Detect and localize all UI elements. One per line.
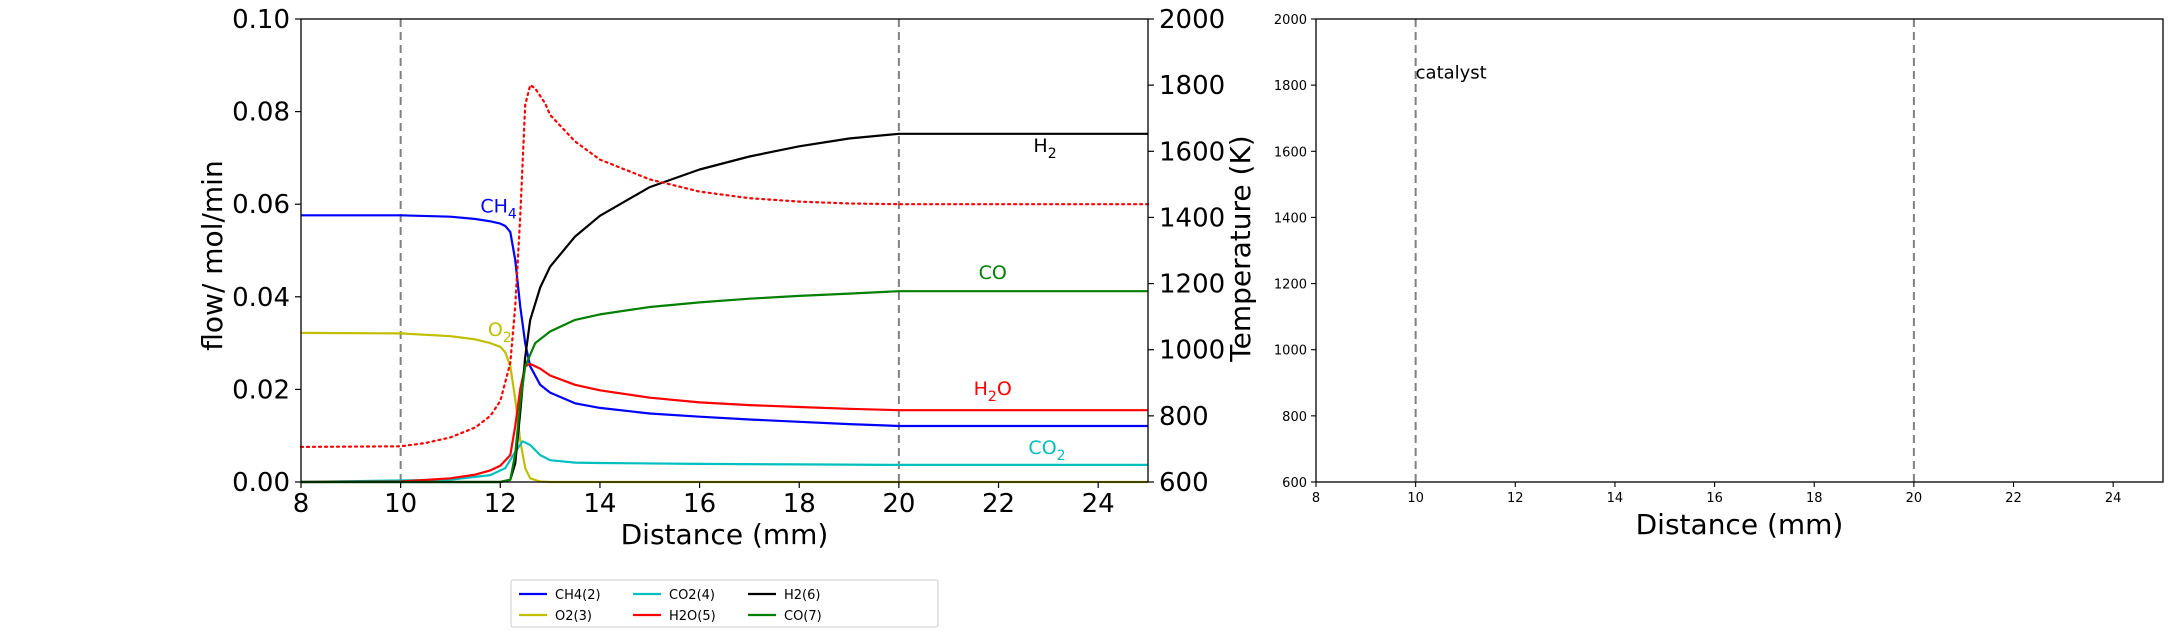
x-tick-label-right: 22	[2005, 491, 2022, 506]
x-tick-label-left: 22	[982, 489, 1015, 519]
legend-label: H2(6)	[784, 588, 820, 603]
x-tick-label-right: 24	[2105, 491, 2122, 506]
annotation-subscript: 2	[988, 389, 997, 405]
x-axis-label-left: Distance (mm)	[621, 518, 829, 551]
species-annotation: H2O	[974, 378, 1012, 405]
temperature-line	[299, 84, 1150, 448]
x-tick-label-left: 12	[484, 489, 517, 519]
annotation-subscript: 4	[508, 207, 517, 223]
x-tick-label-left: 20	[882, 489, 915, 519]
x-tick-label-right: 18	[1806, 491, 1823, 506]
series-line-CO2(4)	[300, 440, 1148, 484]
y-axis-label: flow/ mol/min	[196, 160, 229, 350]
y2-axis-label: Temperature (K)	[1224, 135, 1257, 362]
x-tick-label-left: 18	[783, 489, 816, 519]
annotation-base: O	[488, 319, 503, 341]
y2-tick-label: 1200	[1159, 270, 1225, 300]
x-tick-label-left: 10	[384, 489, 417, 519]
y-tick-label-right: 800	[1282, 410, 1307, 425]
y2-tick-label: 1800	[1159, 71, 1225, 101]
series-line-H2O(5)	[300, 362, 1148, 484]
y-tick-label-left: 0.06	[232, 190, 290, 220]
species-annotation: H2	[1033, 135, 1056, 162]
annotation-subscript: 2	[1048, 146, 1057, 162]
y-tick-label-right: 1400	[1274, 211, 1307, 226]
legend-label: H2O(5)	[669, 609, 716, 624]
annotation-base: CO	[979, 262, 1007, 284]
x-tick-label-right: 20	[1906, 491, 1923, 506]
legend-label: CO(7)	[784, 609, 822, 624]
catalyst-label: catalyst	[1416, 63, 1487, 84]
y-tick-label-right: 600	[1282, 476, 1307, 491]
x-tick-label-left: 8	[293, 489, 310, 519]
y2-tick-label: 1000	[1159, 336, 1225, 366]
x-tick-label-left: 16	[683, 489, 716, 519]
x-tick-label-right: 10	[1407, 491, 1424, 506]
legend-label: O2(3)	[555, 609, 592, 624]
y2-tick-label: 1600	[1159, 137, 1225, 167]
y-tick-label-left: 0.08	[232, 98, 290, 128]
series-line-CH4(2)	[301, 214, 1148, 428]
x-tick-label-right: 16	[1706, 491, 1723, 506]
x-tick-label-right: 12	[1507, 491, 1524, 506]
legend-label: CH4(2)	[555, 588, 601, 603]
y-tick-label-left: 0.00	[232, 468, 290, 498]
right-plot-frame	[1315, 18, 2164, 483]
legend-label: CO2(4)	[669, 588, 715, 603]
annotation-subscript: 2	[503, 330, 512, 346]
annotation-base: CO	[1028, 437, 1056, 459]
x-tick-label-left: 24	[1082, 489, 1115, 519]
left-plot-frame	[300, 18, 1149, 483]
y-tick-label-left: 0.04	[232, 283, 290, 313]
x-tick-label-right: 8	[1312, 491, 1320, 506]
legend-box	[510, 579, 939, 628]
series-line-H2(6)	[301, 132, 1148, 484]
x-axis-label-right: Distance (mm)	[1636, 508, 1844, 541]
y2-tick-label: 2000	[1159, 5, 1225, 35]
annotation-base: H	[1033, 135, 1047, 157]
y-tick-label-left: 0.02	[232, 375, 290, 405]
y-tick-label-right: 2000	[1274, 13, 1307, 28]
y-tick-label-right: 1200	[1274, 278, 1307, 293]
species-annotation: O2	[488, 319, 512, 346]
x-tick-label-right: 14	[1607, 491, 1624, 506]
series-line-O2(3)	[300, 331, 1148, 484]
x-tick-label-left: 14	[583, 489, 616, 519]
species-annotation: CO2	[1028, 437, 1065, 464]
y-tick-label-right: 1600	[1274, 145, 1307, 160]
annotation-tail: O	[997, 378, 1012, 400]
y2-tick-label: 1400	[1159, 203, 1225, 233]
series-line-CO(7)	[301, 290, 1148, 484]
y-tick-label-right: 1800	[1274, 79, 1307, 94]
annotation-base: CH	[480, 196, 508, 218]
annotation-subscript: 2	[1057, 448, 1066, 464]
y2-tick-label: 800	[1159, 402, 1209, 432]
y-tick-label-right: 1000	[1274, 344, 1307, 359]
species-annotation: CH4	[480, 196, 517, 223]
species-annotation: CO	[979, 262, 1007, 284]
annotation-base: H	[974, 378, 988, 400]
y2-tick-label: 600	[1159, 468, 1209, 498]
y-tick-label-left: 0.10	[232, 5, 290, 35]
